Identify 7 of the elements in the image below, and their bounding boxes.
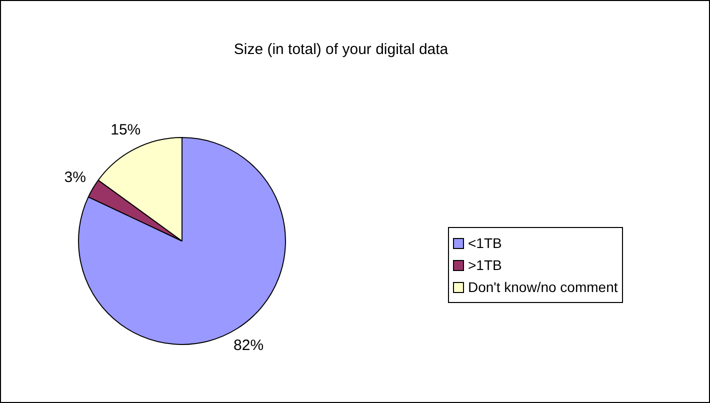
legend-label: >1TB [468,257,502,273]
chart-title: Size (in total) of your digital data [232,41,450,58]
data-label: 82% [234,337,264,354]
legend-label: Don't know/no comment [468,279,618,295]
legend-label: <1TB [468,235,502,251]
data-label: 15% [110,121,141,138]
data-label: 3% [64,168,86,186]
